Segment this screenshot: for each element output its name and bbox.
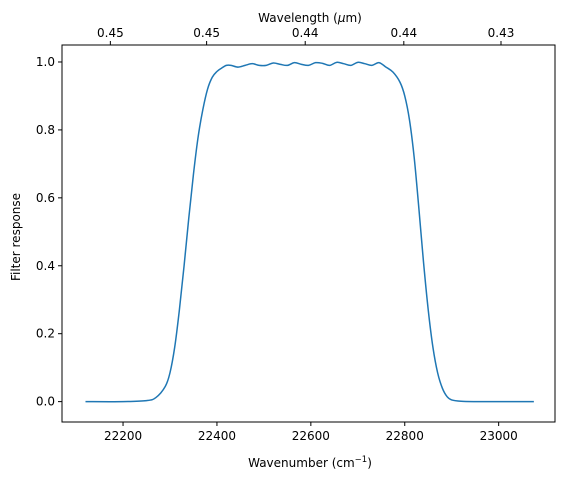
y-tick-label: 0.8 bbox=[36, 123, 55, 137]
y-tick-label: 0.0 bbox=[36, 395, 55, 409]
filter-response-line bbox=[85, 61, 534, 403]
x-tick-label: 22800 bbox=[386, 429, 424, 443]
y-tick-label: 1.0 bbox=[36, 55, 55, 69]
y-axis-label: Filter response bbox=[9, 193, 23, 281]
top-x-ticks: 0.45 0.45 0.44 0.44 0.43 bbox=[97, 26, 514, 45]
top-tick-label: 0.44 bbox=[390, 26, 417, 40]
y-tick-label: 0.4 bbox=[36, 259, 55, 273]
top-x-axis-label: Wavelength (μm) bbox=[258, 11, 362, 25]
top-tick-label: 0.45 bbox=[97, 26, 124, 40]
plot-frame bbox=[61, 44, 556, 423]
x-tick-label: 23000 bbox=[480, 429, 518, 443]
y-tick-label: 0.6 bbox=[36, 191, 55, 205]
y-ticks: 0.0 0.2 0.4 0.6 0.8 1.0 bbox=[36, 55, 62, 409]
top-tick-label: 0.44 bbox=[292, 26, 319, 40]
top-tick-label: 0.43 bbox=[488, 26, 515, 40]
x-tick-label: 22600 bbox=[292, 429, 330, 443]
top-tick-label: 0.45 bbox=[193, 26, 220, 40]
x-tick-label: 22400 bbox=[198, 429, 236, 443]
x-tick-label: 22200 bbox=[104, 429, 142, 443]
y-tick-label: 0.2 bbox=[36, 327, 55, 341]
x-axis-label: Wavenumber (cm−1) bbox=[248, 455, 372, 470]
bottom-x-ticks: 22200 22400 22600 22800 23000 bbox=[104, 422, 518, 443]
